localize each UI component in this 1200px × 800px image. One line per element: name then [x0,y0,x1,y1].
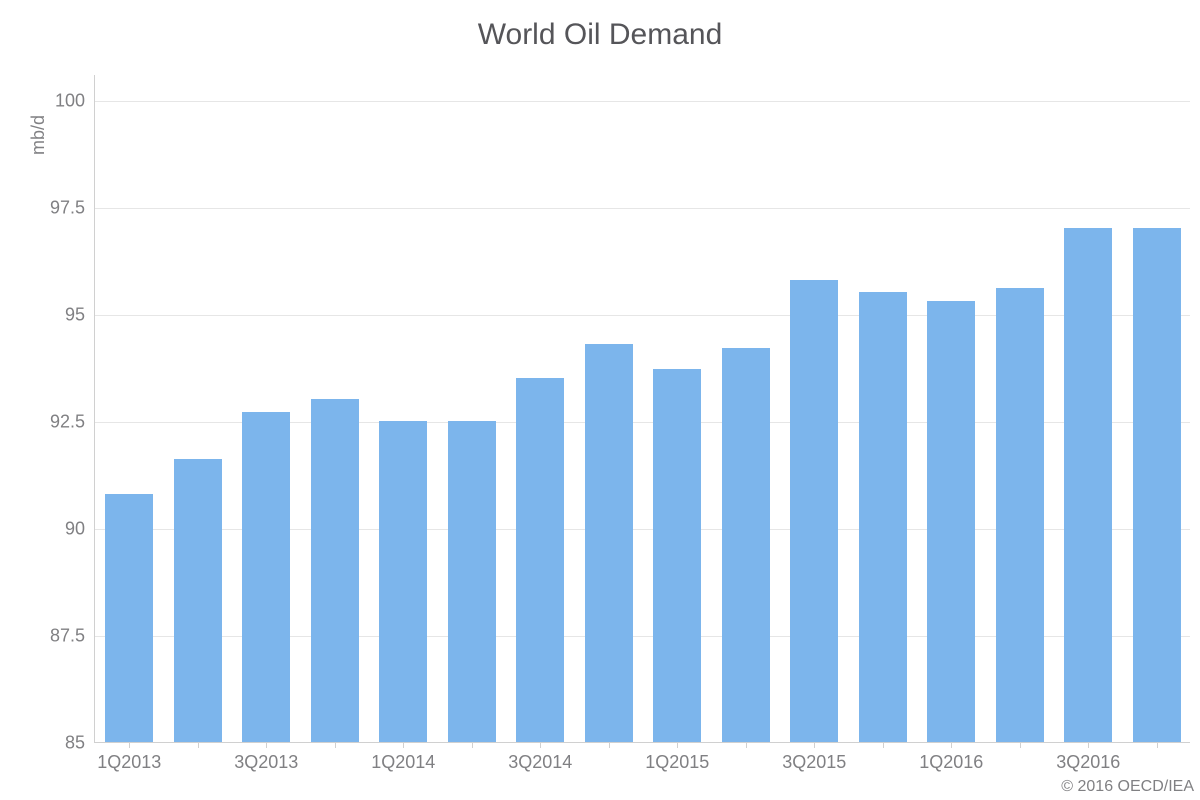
x-tick-label: 1Q2013 [97,742,161,773]
bar [311,399,359,742]
x-tick-label: 3Q2014 [508,742,572,773]
y-axis-label: mb/d [28,115,49,155]
y-tick-label: 95 [65,304,95,325]
bar [722,348,770,742]
x-tick [1020,742,1021,748]
x-tick-label: 1Q2015 [645,742,709,773]
gridline [95,101,1190,102]
bar [996,288,1044,742]
x-tick-label: 1Q2014 [371,742,435,773]
x-tick [198,742,199,748]
x-tick [472,742,473,748]
y-tick-label: 100 [55,90,95,111]
x-tick [1157,742,1158,748]
x-tick-label: 1Q2016 [919,742,983,773]
gridline [95,208,1190,209]
chart-container: World Oil Demand mb/d 8587.59092.59597.5… [0,0,1200,800]
x-tick [746,742,747,748]
x-tick-label: 3Q2015 [782,742,846,773]
bar [1133,228,1181,742]
x-tick-label: 3Q2013 [234,742,298,773]
x-tick [335,742,336,748]
bar [790,280,838,742]
bar [242,412,290,742]
plot-area: 8587.59092.59597.51001Q20133Q20131Q20143… [94,75,1190,743]
bar [516,378,564,742]
bar [379,421,427,742]
bar [859,292,907,742]
x-tick [883,742,884,748]
y-tick-label: 90 [65,518,95,539]
bar [105,494,153,742]
bar [927,301,975,742]
y-tick-label: 97.5 [50,197,95,218]
source-credit: © 2016 OECD/IEA [1061,778,1194,796]
y-tick-label: 87.5 [50,625,95,646]
y-tick-label: 85 [65,733,95,754]
y-tick-label: 92.5 [50,411,95,432]
chart-title: World Oil Demand [0,18,1200,52]
x-tick-label: 3Q2016 [1056,742,1120,773]
x-tick [609,742,610,748]
bar [1064,228,1112,742]
bar [448,421,496,742]
bar [653,369,701,742]
bar [174,459,222,742]
bar [585,344,633,742]
